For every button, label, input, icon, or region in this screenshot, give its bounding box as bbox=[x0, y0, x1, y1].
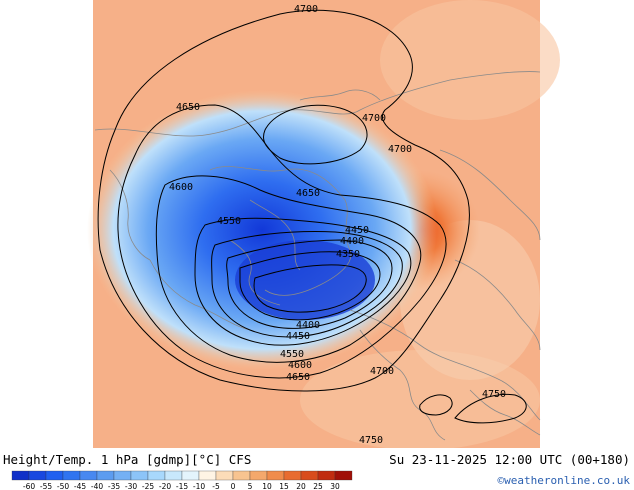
colorbar-swatch bbox=[130, 470, 149, 481]
colorbar-tick-label: -55 bbox=[40, 482, 52, 490]
contour-label: 4350 bbox=[336, 249, 360, 260]
contour-4400 bbox=[239, 251, 381, 321]
colorbar-swatch bbox=[147, 470, 166, 481]
coastlines bbox=[94, 71, 541, 441]
contour-label: 4650 bbox=[296, 188, 320, 199]
contour-label: 4550 bbox=[280, 349, 304, 360]
colorbar-swatch bbox=[62, 470, 81, 481]
colorbar-swatch bbox=[11, 470, 30, 481]
contour-label: 4700 bbox=[362, 113, 386, 124]
colorbar-swatch bbox=[283, 470, 302, 481]
map-panel: 4700 4650 4700 4700 4600 4650 4550 4450 4400 4350… bbox=[87, 0, 560, 448]
colorbar-tick-label: -15 bbox=[176, 482, 188, 490]
contour-4600 bbox=[155, 175, 422, 363]
colorbar-tick-label: -35 bbox=[108, 482, 120, 490]
height-contours bbox=[97, 9, 527, 424]
contour-label: 4550 bbox=[217, 216, 241, 227]
contour-label: 4400 bbox=[340, 236, 364, 247]
valid-time: Su 23-11-2025 12:00 UTC (00+180) bbox=[389, 452, 630, 467]
colorbar-tick-label: -20 bbox=[159, 482, 171, 490]
contour-4700 bbox=[97, 9, 470, 392]
colorbar-tick-label: 20 bbox=[296, 482, 306, 490]
contour-4750-east bbox=[454, 393, 527, 424]
contour-label: 4400 bbox=[296, 320, 320, 331]
footer: Height/Temp. 1 hPa [gdmp][°C] CFS Su 23-… bbox=[0, 448, 634, 490]
colorbar-swatch bbox=[164, 470, 183, 481]
colorbar-tick-label: -50 bbox=[57, 482, 69, 490]
credit-link[interactable]: ©weatheronline.co.uk bbox=[497, 474, 630, 487]
contour-label: 4450 bbox=[345, 225, 369, 236]
contour-4350 bbox=[253, 264, 367, 313]
colorbar-swatch bbox=[45, 470, 64, 481]
colorbar-tick-label: -10 bbox=[193, 482, 205, 490]
contour-label: 4600 bbox=[288, 360, 312, 371]
contour-4750-small bbox=[419, 394, 453, 416]
contour-label: 4450 bbox=[286, 331, 310, 342]
contour-4550 bbox=[194, 217, 412, 346]
colorbar-tick-label: -60 bbox=[23, 482, 35, 490]
colorbar-tick-label: -45 bbox=[74, 482, 86, 490]
contour-4450 bbox=[226, 239, 393, 329]
contour-label: 4700 bbox=[370, 366, 394, 377]
colorbar-swatch bbox=[334, 470, 353, 481]
colorbar-swatch bbox=[113, 470, 132, 481]
contour-4700-ne bbox=[263, 104, 368, 165]
contour-4650 bbox=[117, 104, 447, 379]
colorbar-swatch bbox=[317, 470, 336, 481]
colorbar-swatch bbox=[215, 470, 234, 481]
colorbar-swatch bbox=[266, 470, 285, 481]
colorbar-tick-label: 30 bbox=[330, 482, 340, 490]
colorbar-tick-label: 10 bbox=[262, 482, 272, 490]
cold-vortex bbox=[87, 90, 437, 370]
contour-label: 4750 bbox=[482, 389, 506, 400]
contour-label: 4750 bbox=[359, 435, 383, 446]
contour-labels: 4700465047004700460046504550445044004350… bbox=[169, 4, 506, 446]
colorbar-swatch bbox=[181, 470, 200, 481]
contour-label: 4700 bbox=[388, 144, 412, 155]
colorbar-tick-label: -30 bbox=[125, 482, 137, 490]
colorbar-swatch bbox=[198, 470, 217, 481]
colorbar-swatch bbox=[249, 470, 268, 481]
colorbar-swatch bbox=[28, 470, 47, 481]
colorbar-legend: -60 -55 -50 -45 -40 -35 -30 -25 -20 -15 -10 -5 0 5 10 1… bbox=[11, 470, 353, 490]
colorbar-tick-label: -25 bbox=[142, 482, 154, 490]
colorbar-swatch bbox=[96, 470, 115, 481]
colorbar-tick-label: 5 bbox=[248, 482, 253, 490]
contour-4500 bbox=[211, 231, 403, 338]
colorbar-tick-label: -40 bbox=[91, 482, 103, 490]
colorbar-swatch bbox=[300, 470, 319, 481]
colorbar-tick-label: 25 bbox=[313, 482, 323, 490]
colorbar-swatch bbox=[232, 470, 251, 481]
map-title: Height/Temp. 1 hPa [gdmp][°C] CFS bbox=[3, 452, 252, 467]
contour-label: 4650 bbox=[176, 102, 200, 113]
colorbar-swatch bbox=[79, 470, 98, 481]
height-temperature-map: 4700465047004700460046504550445044004350… bbox=[87, 0, 560, 448]
warm-patch bbox=[380, 0, 560, 120]
vortex-core bbox=[235, 240, 375, 320]
colorbar-tick-label: -5 bbox=[212, 482, 220, 490]
colorbar-tick-label: 0 bbox=[231, 482, 236, 490]
contour-label: 4650 bbox=[286, 372, 310, 383]
contour-label: 4700 bbox=[294, 4, 318, 15]
contour-label: 4600 bbox=[169, 182, 193, 193]
colorbar-tick-label: 15 bbox=[279, 482, 289, 490]
